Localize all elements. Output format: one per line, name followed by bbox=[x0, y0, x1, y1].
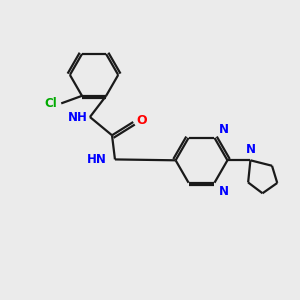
Text: N: N bbox=[245, 143, 255, 156]
Text: Cl: Cl bbox=[44, 97, 57, 110]
Text: HN: HN bbox=[87, 153, 107, 166]
Text: N: N bbox=[219, 122, 229, 136]
Text: N: N bbox=[219, 185, 229, 198]
Text: NH: NH bbox=[68, 110, 88, 124]
Text: O: O bbox=[137, 114, 147, 127]
